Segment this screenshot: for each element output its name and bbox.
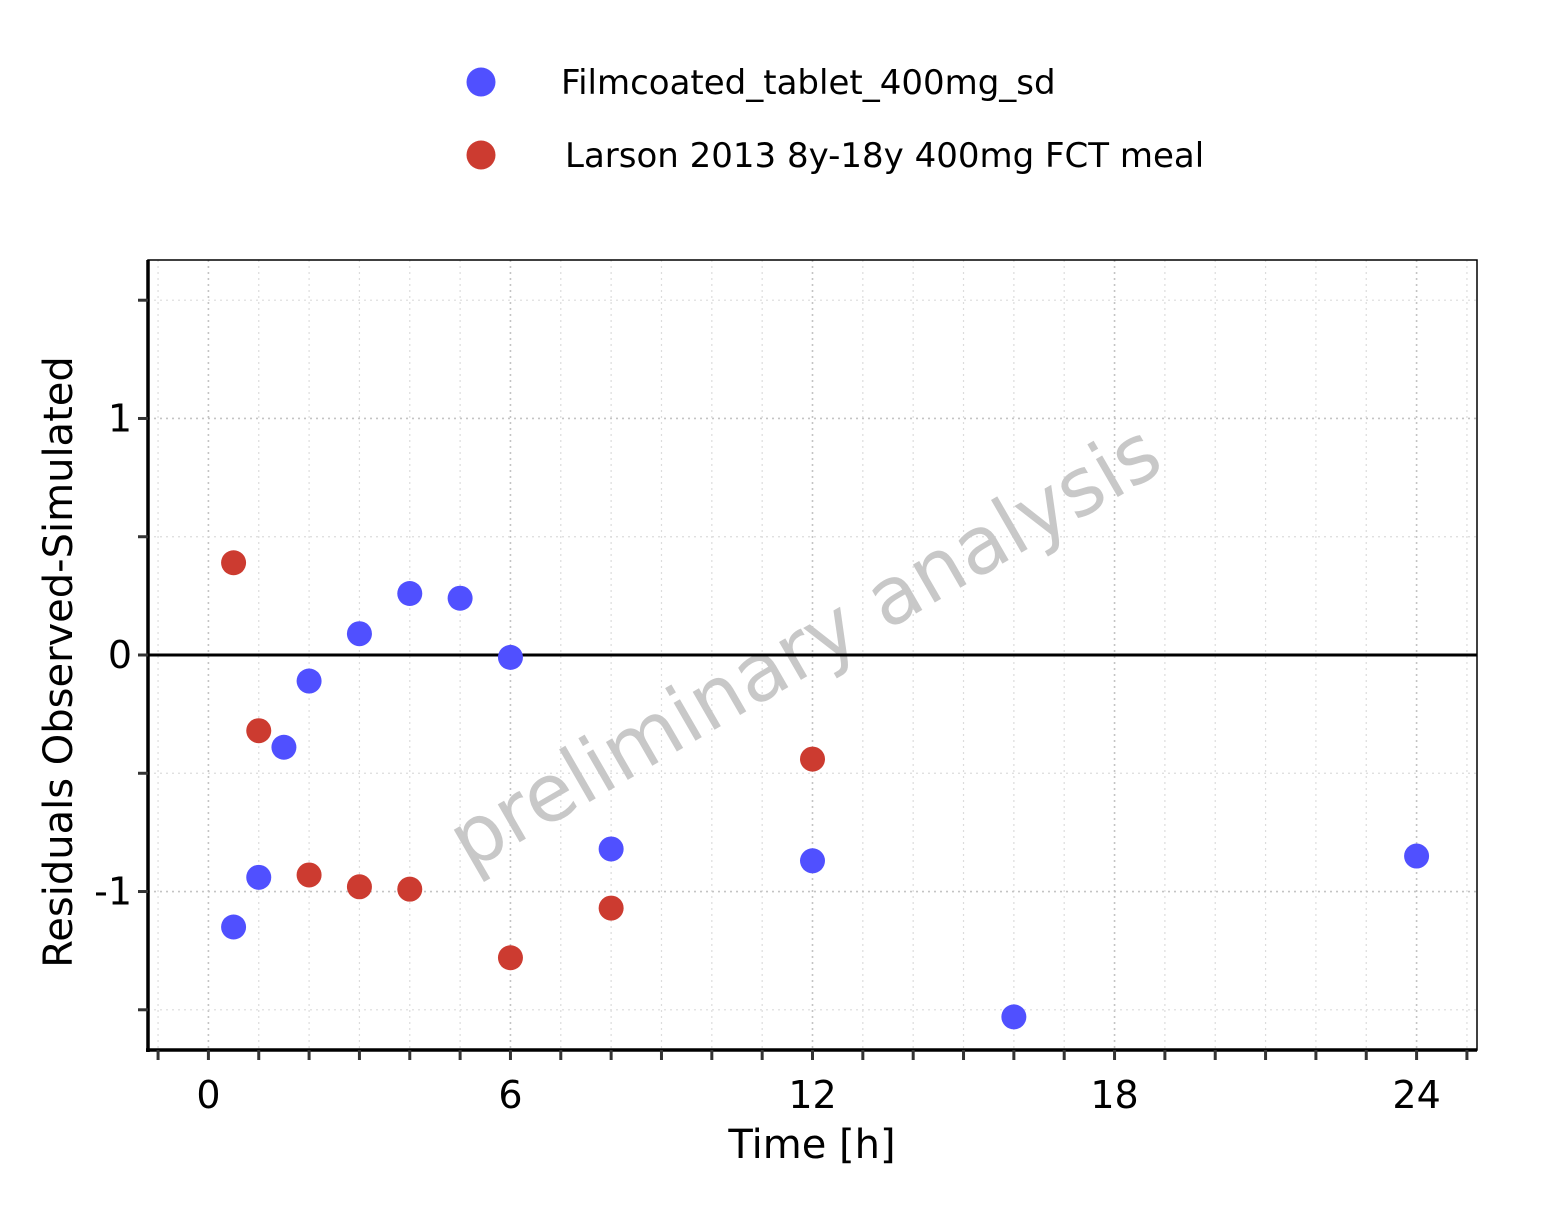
data-point-series-1-10 xyxy=(800,848,825,874)
legend-marker-1 xyxy=(466,67,496,97)
data-point-series-2-3 xyxy=(296,862,322,888)
data-point-series-1-3 xyxy=(271,734,297,760)
data-point-series-2-5 xyxy=(397,876,423,902)
data-point-series-1-5 xyxy=(346,621,372,647)
x-tick-label: 18 xyxy=(1090,1073,1138,1117)
data-point-series-1-11 xyxy=(1001,1004,1027,1030)
data-point-series-1-8 xyxy=(497,644,523,670)
y-tick-label: -1 xyxy=(94,870,132,914)
x-tick-label: 24 xyxy=(1392,1073,1440,1117)
y-tick-label: 1 xyxy=(108,396,132,440)
data-point-series-1-7 xyxy=(447,585,473,611)
data-point-series-2-8 xyxy=(800,746,825,772)
y-tick-label: 0 xyxy=(108,633,132,677)
x-tick-label: 0 xyxy=(196,1073,220,1117)
data-point-series-2-1 xyxy=(221,550,247,576)
legend-label-1: Filmcoated_tablet_400mg_sd xyxy=(561,63,1056,103)
x-tick-label: 6 xyxy=(498,1073,522,1117)
data-points xyxy=(221,550,1430,1030)
data-point-series-1-1 xyxy=(221,914,247,940)
watermark: preliminary analysis xyxy=(432,405,1176,888)
x-axis-title: Time [h] xyxy=(727,1122,895,1168)
legend: Filmcoated_tablet_400mg_sd Larson 2013 8y… xyxy=(466,63,1204,176)
legend-marker-2 xyxy=(466,140,496,170)
data-point-series-2-2 xyxy=(246,718,272,744)
y-axis-title: Residuals Observed-Simulated xyxy=(36,356,82,967)
data-point-series-1-2 xyxy=(246,864,272,890)
data-point-series-1-12 xyxy=(1404,843,1430,869)
data-point-series-2-4 xyxy=(346,874,372,900)
data-point-series-2-6 xyxy=(497,945,523,971)
data-point-series-1-9 xyxy=(598,836,624,862)
data-point-series-2-7 xyxy=(598,895,624,921)
data-point-series-1-4 xyxy=(296,668,322,694)
legend-label-2: Larson 2013 8y-18y 400mg FCT meal xyxy=(565,136,1204,176)
ticks: 0 6 12 18 24 -1 0 1 xyxy=(94,298,1469,1117)
data-point-series-1-6 xyxy=(397,581,423,607)
x-tick-label: 12 xyxy=(788,1073,836,1117)
